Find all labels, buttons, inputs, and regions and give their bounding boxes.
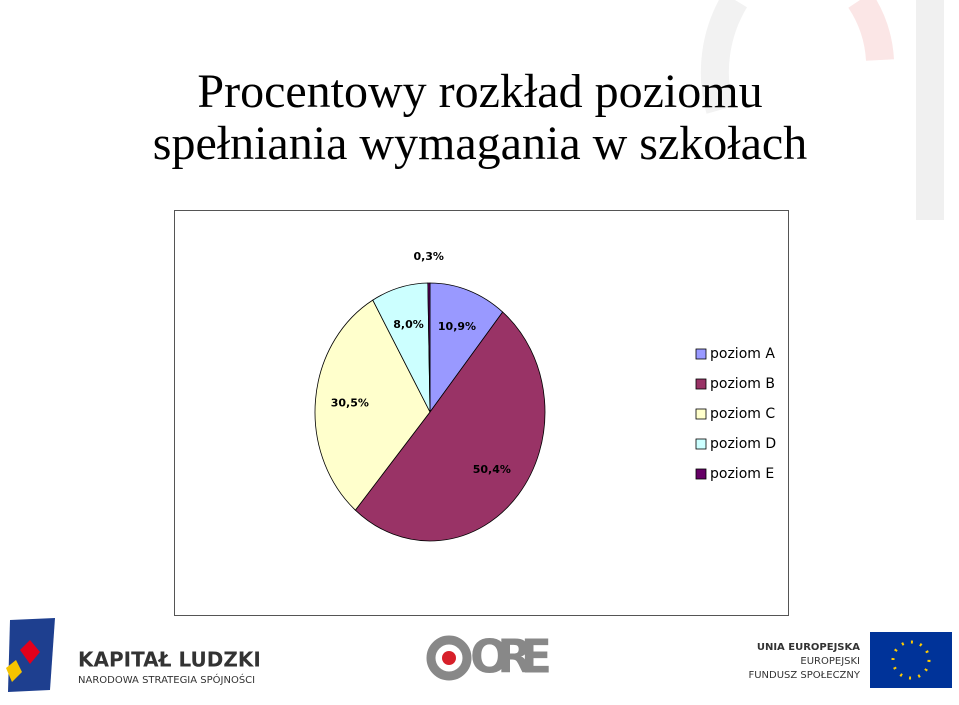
slide-title: Procentowy rozkład poziomu spełniania wy… <box>152 65 808 170</box>
legend-swatch <box>695 468 707 480</box>
data-label: 50,4% <box>473 463 511 476</box>
legend-swatch <box>695 408 707 420</box>
data-label: 30,5% <box>331 397 369 410</box>
kl-star <box>6 660 22 682</box>
pie: 10,9% 50,4% 30,5% 8,0% 0,3% <box>314 250 546 542</box>
footer-text: NARODOWA STRATEGIA SPÓJNOŚCI <box>78 673 255 686</box>
ore-dot <box>442 651 456 665</box>
eu-stars <box>891 640 931 680</box>
ore-ring <box>426 635 472 681</box>
legend-label: poziom E <box>710 466 774 482</box>
legend-swatch <box>695 348 707 360</box>
legend-swatch <box>695 378 707 390</box>
data-label: 0,3% <box>413 250 444 263</box>
legend-label: poziom B <box>710 376 775 392</box>
pie-slice <box>314 299 431 511</box>
kl-star <box>20 640 40 664</box>
pie-slice <box>429 282 504 414</box>
legend-label: poziom D <box>710 436 776 452</box>
legend-swatch <box>695 438 707 450</box>
pie-slice <box>354 311 546 542</box>
legend-label: poziom C <box>710 406 775 422</box>
legend: poziom A poziom B poziom C poziom D poziom E <box>695 346 776 482</box>
decoration <box>700 0 944 220</box>
pie-slice <box>427 282 431 413</box>
footer-text: EUROPEJSKI <box>800 656 860 667</box>
footer-logo-text: ORE <box>470 630 552 684</box>
legend-label: poziom A <box>710 346 775 362</box>
data-label: 8,0% <box>393 318 424 331</box>
footer: KAPITAŁ LUDZKI NARODOWA STRATEGIA SPÓJNO… <box>6 618 952 692</box>
footer-text: FUNDUSZ SPOŁECZNY <box>748 670 860 681</box>
eu-flag <box>870 632 952 688</box>
footer-text: KAPITAŁ LUDZKI <box>78 648 261 672</box>
footer-text: UNIA EUROPEJSKA <box>757 642 860 653</box>
data-label: 10,9% <box>438 320 476 333</box>
